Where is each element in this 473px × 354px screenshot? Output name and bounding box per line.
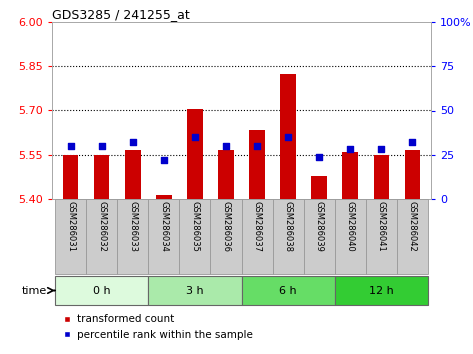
Text: GSM286037: GSM286037: [253, 201, 262, 252]
FancyBboxPatch shape: [272, 199, 304, 274]
FancyBboxPatch shape: [335, 276, 428, 306]
Text: GDS3285 / 241255_at: GDS3285 / 241255_at: [52, 8, 190, 21]
Bar: [63, 155, 79, 199]
Bar: [94, 155, 109, 199]
FancyBboxPatch shape: [55, 199, 86, 274]
Text: GSM286038: GSM286038: [284, 201, 293, 252]
Bar: [311, 176, 327, 199]
Text: GSM286035: GSM286035: [191, 201, 200, 252]
Text: GSM286041: GSM286041: [377, 201, 386, 252]
FancyBboxPatch shape: [335, 199, 366, 274]
Point: [377, 147, 385, 152]
FancyBboxPatch shape: [117, 199, 149, 274]
Text: GSM286042: GSM286042: [408, 201, 417, 252]
Bar: [218, 150, 234, 199]
Bar: [280, 74, 296, 199]
FancyBboxPatch shape: [242, 199, 272, 274]
Bar: [249, 130, 265, 199]
Text: GSM286031: GSM286031: [66, 201, 75, 252]
Point: [67, 143, 74, 149]
Point: [346, 147, 354, 152]
Bar: [404, 150, 420, 199]
Text: GSM286032: GSM286032: [97, 201, 106, 252]
FancyBboxPatch shape: [210, 199, 242, 274]
Bar: [342, 152, 358, 199]
Text: 3 h: 3 h: [186, 285, 204, 296]
FancyBboxPatch shape: [366, 199, 397, 274]
FancyBboxPatch shape: [304, 199, 335, 274]
Point: [409, 139, 416, 145]
Point: [191, 134, 199, 140]
Point: [129, 139, 137, 145]
Bar: [125, 150, 140, 199]
FancyBboxPatch shape: [55, 276, 149, 306]
FancyBboxPatch shape: [179, 199, 210, 274]
Bar: [187, 109, 202, 199]
Point: [160, 157, 167, 163]
FancyBboxPatch shape: [397, 199, 428, 274]
Legend: transformed count, percentile rank within the sample: transformed count, percentile rank withi…: [57, 310, 257, 344]
Text: 6 h: 6 h: [279, 285, 297, 296]
Bar: [374, 155, 389, 199]
Text: 12 h: 12 h: [369, 285, 394, 296]
Text: time: time: [22, 285, 47, 296]
Text: GSM286036: GSM286036: [221, 201, 230, 252]
FancyBboxPatch shape: [149, 276, 242, 306]
Point: [253, 143, 261, 149]
Point: [222, 143, 230, 149]
Text: GSM286033: GSM286033: [128, 201, 137, 252]
FancyBboxPatch shape: [242, 276, 335, 306]
FancyBboxPatch shape: [149, 199, 179, 274]
Point: [98, 143, 105, 149]
Point: [315, 154, 323, 159]
FancyBboxPatch shape: [86, 199, 117, 274]
Text: 0 h: 0 h: [93, 285, 111, 296]
Text: GSM286039: GSM286039: [315, 201, 324, 252]
Text: GSM286034: GSM286034: [159, 201, 168, 252]
Point: [284, 134, 292, 140]
Text: GSM286040: GSM286040: [346, 201, 355, 252]
Bar: [156, 195, 172, 199]
